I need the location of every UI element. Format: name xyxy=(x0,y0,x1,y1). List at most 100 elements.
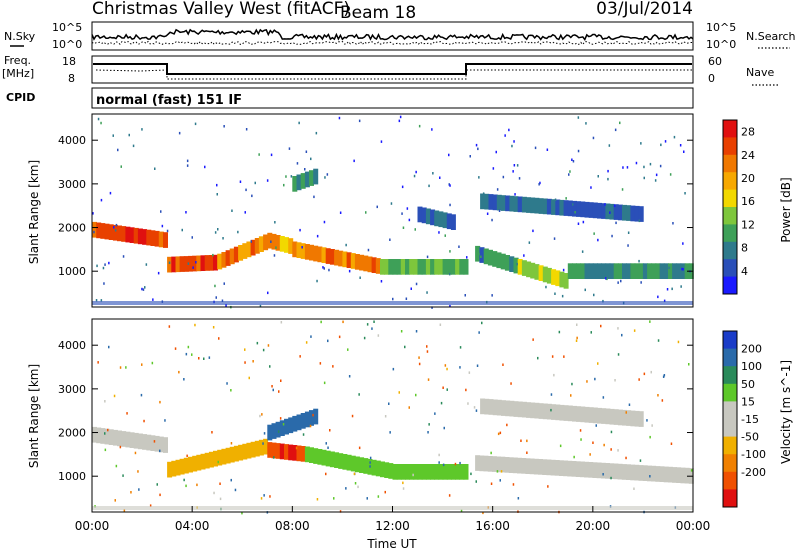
noise-speck xyxy=(120,165,122,168)
echo-cell xyxy=(563,460,569,477)
noise-speck xyxy=(301,246,303,249)
colorbar-tick-label: 16 xyxy=(741,195,755,208)
colorbar-swatch xyxy=(723,419,737,438)
noise-speck xyxy=(426,291,428,294)
echo-cell xyxy=(546,459,552,476)
noise-speck xyxy=(546,148,549,151)
noise-speck xyxy=(222,237,224,240)
noise-speck xyxy=(359,276,361,279)
noise-speck xyxy=(380,140,383,143)
echo-cell xyxy=(112,224,118,241)
noise-speck xyxy=(673,135,676,139)
echo-cell xyxy=(434,259,440,275)
echo-cell xyxy=(601,203,607,219)
echo-cell xyxy=(309,244,314,261)
noise-speck xyxy=(561,294,564,298)
noise-speck xyxy=(231,209,233,212)
colorbar-frame xyxy=(722,119,738,295)
noise-speck xyxy=(617,327,619,330)
noise-speck xyxy=(115,223,118,227)
echo-cell xyxy=(125,226,131,243)
noise-speck xyxy=(305,150,308,153)
echo-cell xyxy=(475,455,481,471)
noise-speck xyxy=(347,348,349,351)
noise-speck xyxy=(465,388,467,392)
noise-speck xyxy=(275,246,277,249)
noise-speck xyxy=(186,454,188,458)
noise-speck xyxy=(490,482,493,485)
noise-speck xyxy=(466,256,468,259)
colorbar-swatch xyxy=(723,189,737,208)
echo-cell xyxy=(442,212,448,229)
noise-speck xyxy=(310,157,312,161)
echo-cell xyxy=(346,252,352,268)
noise-speck xyxy=(434,412,436,415)
noise-speck xyxy=(498,209,501,212)
echo-cell xyxy=(238,245,244,261)
echo-cell xyxy=(572,263,577,279)
echo-cell xyxy=(409,259,415,275)
echo-cell xyxy=(142,229,148,245)
noise-speck xyxy=(114,229,117,232)
noise-speck xyxy=(649,435,651,439)
noise-speck xyxy=(365,211,367,214)
echo-cell xyxy=(592,462,598,478)
noise-speck xyxy=(464,294,466,297)
echo-cell xyxy=(630,263,636,279)
frequency-panel: Freq. [MHz] 18 8 60 0 Nave xyxy=(2,54,780,86)
colorbar-swatch xyxy=(723,471,737,490)
noise-speck xyxy=(418,124,421,128)
echo-cell xyxy=(555,404,561,421)
noise-speck xyxy=(353,159,355,163)
noise-speck xyxy=(517,497,520,500)
noise-speck xyxy=(680,285,682,288)
noise-speck xyxy=(277,430,280,433)
echo-cell xyxy=(200,255,206,271)
echo-cell xyxy=(409,464,415,480)
y-tick-label: 4000 xyxy=(58,339,86,352)
echo-cell xyxy=(672,467,678,483)
noise-speck xyxy=(392,297,394,301)
echo-cell xyxy=(196,255,202,272)
noise-speck xyxy=(622,166,624,169)
noise-speck xyxy=(296,162,299,165)
echo-cell xyxy=(405,259,410,275)
noise-speck xyxy=(554,292,556,295)
freq-label-line2: [MHz] xyxy=(2,67,34,80)
echo-cell xyxy=(455,259,461,275)
noise-speck xyxy=(187,262,190,265)
colorbar-swatch xyxy=(723,241,737,260)
echo-cell xyxy=(605,408,611,425)
colorbar-swatch xyxy=(723,172,737,191)
noise-speck xyxy=(310,335,312,338)
noise-speck xyxy=(649,475,651,478)
noise-speck xyxy=(213,491,215,495)
echo-cell xyxy=(626,205,632,221)
echo-cell xyxy=(367,256,373,273)
noise-speck xyxy=(532,338,534,341)
noise-speck xyxy=(482,511,484,515)
echo-cell xyxy=(309,447,314,463)
echo-cell xyxy=(446,259,452,275)
noise-speck xyxy=(526,439,528,443)
noise-speck xyxy=(592,441,594,444)
y-tick-label: 1000 xyxy=(58,470,86,483)
colorbar-swatch xyxy=(723,224,737,243)
echo-cell xyxy=(354,254,360,270)
echo-cell xyxy=(509,195,515,212)
noise-speck xyxy=(377,334,380,337)
echo-cell xyxy=(229,446,235,463)
noise-speck xyxy=(223,282,225,285)
echo-cell xyxy=(576,263,582,279)
noise-speck xyxy=(446,367,448,371)
noise-speck xyxy=(351,414,354,418)
noise-speck xyxy=(655,173,658,177)
noise-speck xyxy=(119,366,122,369)
noise-speck xyxy=(194,323,196,327)
echo-cell xyxy=(525,458,531,474)
noise-speck xyxy=(248,376,250,380)
echo-cell xyxy=(526,261,532,278)
noise-speck xyxy=(628,403,631,406)
colorbar-tick-label: 28 xyxy=(741,126,755,139)
colorbar-swatch xyxy=(723,137,737,156)
